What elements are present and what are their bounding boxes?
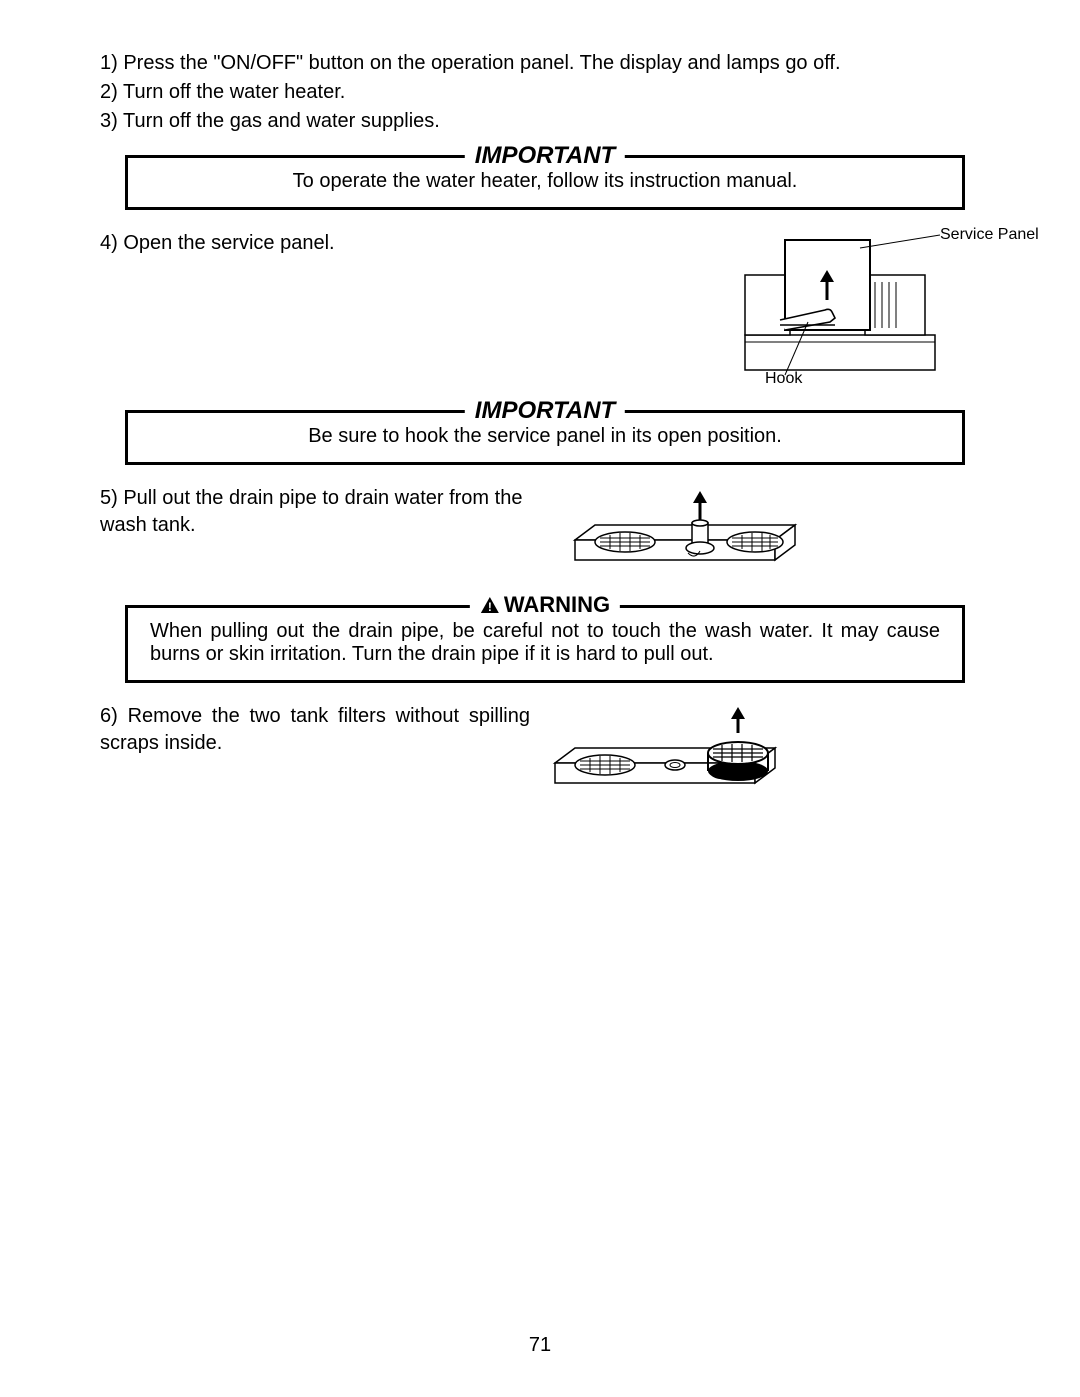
page-number: 71 (529, 1334, 551, 1357)
figure-service-panel: Service Panel Hook (730, 230, 990, 390)
warning-label-text: WARNING (504, 592, 610, 617)
label-hook: Hook (765, 370, 802, 388)
warning-label: ! WARNING (470, 592, 620, 618)
step-6-row: 6) Remove the two tank filters without s… (100, 703, 990, 803)
step-5-row: 5) Pull out the drain pipe to drain wate… (100, 485, 990, 580)
important-text: To operate the water heater, follow its … (140, 170, 950, 193)
step-3: 3) Turn off the gas and water supplies. (100, 108, 990, 135)
step-4: 4) Open the service panel. (100, 230, 710, 257)
figure-drain-pipe (570, 485, 800, 580)
warning-box: ! WARNING When pulling out the drain pip… (125, 605, 965, 683)
step-6: 6) Remove the two tank filters without s… (100, 703, 530, 757)
label-service-panel: Service Panel (940, 226, 1039, 244)
svg-text:!: ! (488, 600, 492, 614)
warning-text: When pulling out the drain pipe, be care… (140, 620, 950, 666)
important-text-2: Be sure to hook the service panel in its… (140, 425, 950, 448)
important-box-1: IMPORTANT To operate the water heater, f… (125, 155, 965, 210)
step-1: 1) Press the "ON/OFF" button on the oper… (100, 50, 990, 77)
warning-triangle-icon: ! (480, 596, 500, 614)
figure-tank-filters (550, 703, 780, 803)
important-label: IMPORTANT (465, 142, 625, 170)
step-2: 2) Turn off the water heater. (100, 79, 990, 106)
manual-page: 1) Press the "ON/OFF" button on the oper… (0, 0, 1080, 1397)
step-5: 5) Pull out the drain pipe to drain wate… (100, 485, 550, 539)
important-box-2: IMPORTANT Be sure to hook the service pa… (125, 410, 965, 465)
important-label-2: IMPORTANT (465, 397, 625, 425)
step-4-row: 4) Open the service panel. (100, 230, 990, 390)
